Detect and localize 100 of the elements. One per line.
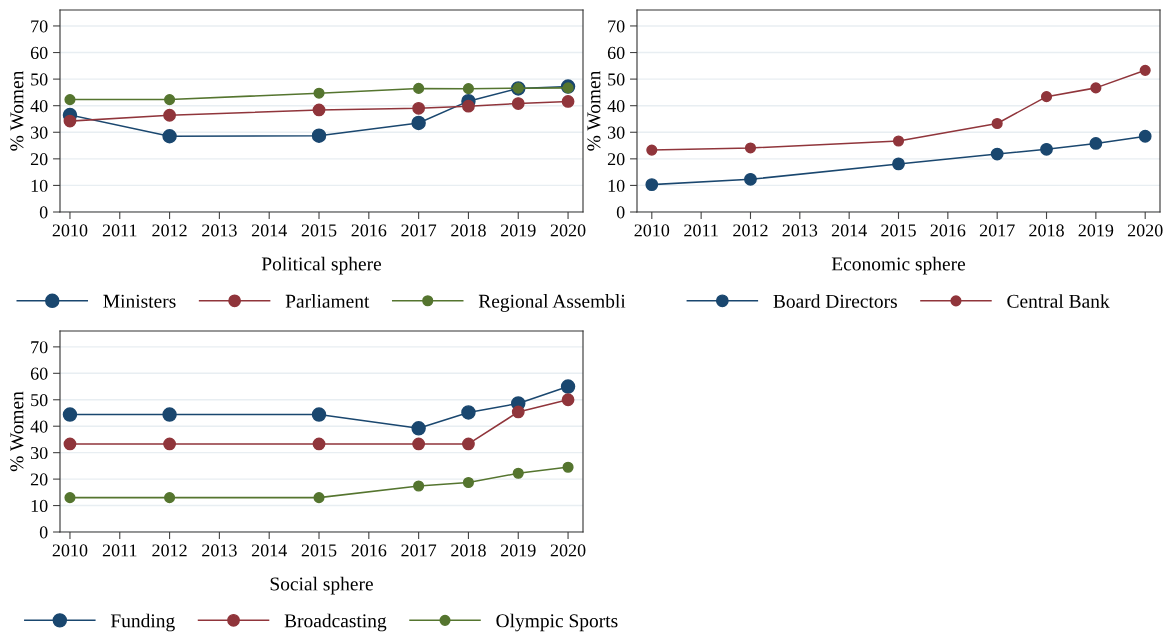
y-tick-label: 10 xyxy=(608,179,625,192)
point xyxy=(892,135,905,147)
point xyxy=(411,421,426,436)
x-tick-label: 2014 xyxy=(251,224,287,237)
x-tick-label: 2019 xyxy=(500,544,536,557)
point xyxy=(562,461,574,473)
x-tick-label: 2011 xyxy=(102,224,137,237)
point xyxy=(162,407,177,422)
point xyxy=(1138,129,1152,143)
point xyxy=(990,147,1004,161)
point xyxy=(1139,64,1151,76)
point xyxy=(62,407,78,422)
legend-label: Parliament xyxy=(285,294,370,308)
point xyxy=(411,115,426,131)
x-tick-label: 2015 xyxy=(301,224,337,237)
x-tick-label: 2011 xyxy=(102,544,137,557)
point xyxy=(561,95,575,108)
point xyxy=(64,94,76,106)
y-tick-label: 60 xyxy=(30,367,48,380)
point xyxy=(462,437,475,451)
point xyxy=(1040,142,1053,156)
y-tick-label: 70 xyxy=(608,20,625,33)
x-tick-label: 2014 xyxy=(251,544,287,557)
x-tick-label: 2016 xyxy=(930,224,966,237)
point xyxy=(1040,91,1053,103)
y-tick-label: 50 xyxy=(31,73,48,86)
point xyxy=(461,405,476,420)
legend-label: Regional Assembli xyxy=(478,294,626,312)
point xyxy=(892,157,905,171)
point xyxy=(561,393,575,407)
legend-label: Ministers xyxy=(103,294,176,308)
y-axis-title: % Women xyxy=(10,391,24,472)
y-tick-label: 20 xyxy=(30,473,48,486)
point xyxy=(560,379,576,394)
point xyxy=(63,437,77,451)
y-tick-label: 30 xyxy=(31,446,48,460)
point xyxy=(412,101,426,115)
x-tick-label: 2010 xyxy=(52,544,88,557)
x-tick-label: 2017 xyxy=(401,224,437,237)
x-tick-label: 2016 xyxy=(351,544,387,557)
x-tick-label: 2013 xyxy=(202,224,237,237)
y-tick-label: 40 xyxy=(30,99,48,113)
point xyxy=(311,128,327,143)
x-tick-label: 2012 xyxy=(152,224,187,237)
point xyxy=(164,94,176,106)
x-tick-label: 2011 xyxy=(684,224,718,237)
x-tick-label: 2018 xyxy=(1029,224,1064,237)
point xyxy=(462,99,475,113)
y-tick-label: 40 xyxy=(607,99,625,113)
point xyxy=(162,129,177,144)
x-tick-label: 2014 xyxy=(831,224,867,237)
point xyxy=(991,117,1003,130)
point xyxy=(645,178,659,192)
point xyxy=(1090,82,1102,94)
x-tick-label: 2015 xyxy=(301,544,337,557)
point xyxy=(63,114,77,128)
x-tick-label: 2019 xyxy=(1078,224,1114,237)
x-tick-label: 2010 xyxy=(52,224,88,237)
point xyxy=(312,437,326,451)
x-axis-title: Social sphere xyxy=(270,576,373,595)
point xyxy=(744,142,757,154)
point xyxy=(312,103,326,117)
legend-label: Central Bank xyxy=(1007,294,1110,308)
point xyxy=(744,172,757,186)
point xyxy=(511,405,525,419)
legend-label: Olympic Sports xyxy=(496,613,618,632)
point xyxy=(462,476,474,489)
x-tick-label: 2020 xyxy=(550,224,586,237)
point xyxy=(311,407,327,422)
y-axis-title: % Women xyxy=(10,70,24,151)
y-tick-label: 30 xyxy=(31,126,48,139)
y-tick-label: 60 xyxy=(607,46,625,59)
y-tick-label: 50 xyxy=(31,394,48,407)
x-tick-label: 2020 xyxy=(1127,224,1163,237)
y-tick-label: 10 xyxy=(31,179,48,192)
point xyxy=(646,144,658,156)
y-tick-label: 50 xyxy=(608,73,625,86)
legend-label: Funding xyxy=(110,613,175,632)
x-axis-title: Economic sphere xyxy=(831,256,966,275)
x-tick-label: 2017 xyxy=(401,544,437,557)
x-tick-label: 2015 xyxy=(881,224,916,237)
y-tick-label: 10 xyxy=(31,499,48,512)
x-tick-label: 2020 xyxy=(550,544,586,557)
point xyxy=(313,492,325,504)
point xyxy=(511,97,525,110)
legend-label: Broadcasting xyxy=(284,613,387,632)
y-tick-label: 40 xyxy=(30,420,48,433)
point xyxy=(413,480,425,492)
y-tick-label: 60 xyxy=(30,46,48,59)
point xyxy=(412,437,426,451)
x-tick-label: 2010 xyxy=(634,224,670,237)
legend-label: Board Directors xyxy=(773,294,897,308)
point xyxy=(1089,137,1103,150)
x-tick-label: 2017 xyxy=(979,224,1015,237)
x-tick-label: 2018 xyxy=(451,224,486,237)
y-axis-title: % Women xyxy=(587,70,601,151)
x-tick-label: 2019 xyxy=(500,224,536,237)
point xyxy=(462,83,474,95)
x-tick-label: 2012 xyxy=(152,544,187,557)
point xyxy=(512,467,524,479)
